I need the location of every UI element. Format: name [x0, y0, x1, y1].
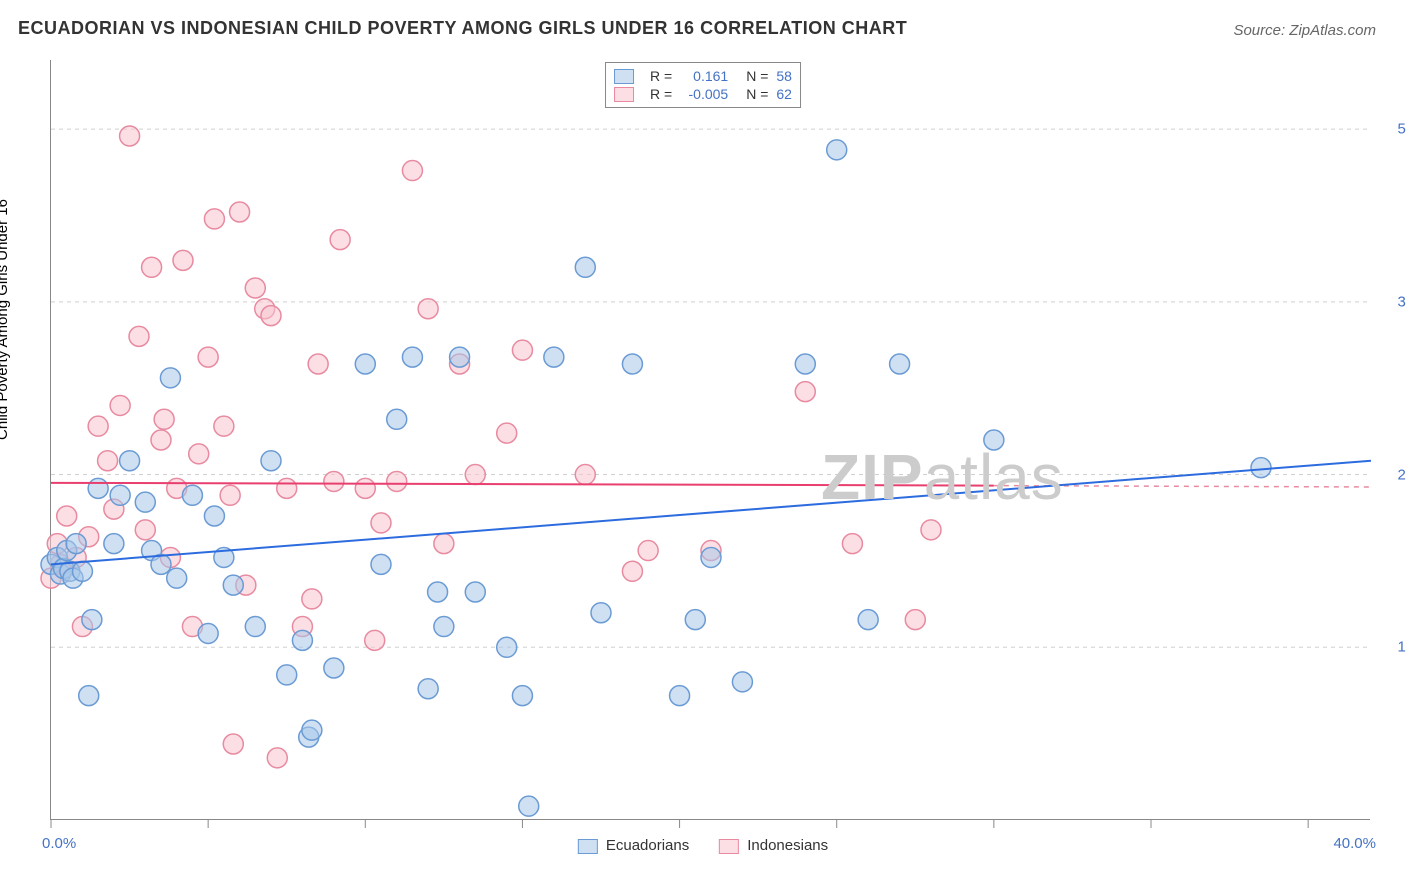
chart-title: ECUADORIAN VS INDONESIAN CHILD POVERTY A…: [18, 18, 907, 39]
legend-row-indonesians: R = -0.005 N = 62: [614, 85, 792, 103]
x-axis-min-label: 0.0%: [42, 835, 76, 852]
y-tick-label: 37.5%: [1380, 293, 1406, 310]
watermark-zip: ZIP: [821, 441, 924, 513]
legend-label-indonesians: Indonesians: [747, 837, 828, 854]
watermark: ZIPatlas: [821, 440, 1064, 514]
legend-item-ecuadorians: Ecuadorians: [578, 837, 689, 854]
x-axis-max-label: 40.0%: [1333, 835, 1376, 852]
n-value-ecuadorians: 58: [776, 68, 792, 84]
r-label: R =: [650, 86, 672, 102]
legend-swatch-ecuadorians: [614, 69, 634, 84]
correlation-legend: R = 0.161 N = 58 R = -0.005 N = 62: [605, 62, 801, 108]
y-tick-label: 50.0%: [1380, 121, 1406, 138]
y-tick-label: 25.0%: [1380, 466, 1406, 483]
legend-item-indonesians: Indonesians: [719, 837, 828, 854]
watermark-atlas: atlas: [924, 441, 1064, 513]
r-label: R =: [650, 68, 672, 84]
n-label: N =: [746, 86, 768, 102]
legend-swatch-indonesians-icon: [719, 839, 739, 854]
n-value-indonesians: 62: [776, 86, 792, 102]
n-label: N =: [746, 68, 768, 84]
r-value-indonesians: -0.005: [680, 86, 728, 102]
legend-swatch-ecuadorians-icon: [578, 839, 598, 854]
source-citation: Source: ZipAtlas.com: [1233, 22, 1376, 39]
legend-row-ecuadorians: R = 0.161 N = 58: [614, 67, 792, 85]
r-value-ecuadorians: 0.161: [680, 68, 728, 84]
plot-area: ZIPatlas 12.5%25.0%37.5%50.0%: [50, 60, 1370, 820]
y-tick-label: 12.5%: [1380, 639, 1406, 656]
scatter-chart: [51, 60, 1371, 820]
legend-swatch-indonesians: [614, 87, 634, 102]
legend-label-ecuadorians: Ecuadorians: [606, 837, 689, 854]
series-legend: Ecuadorians Indonesians: [578, 837, 828, 854]
y-axis-label: Child Poverty Among Girls Under 16: [0, 199, 11, 440]
